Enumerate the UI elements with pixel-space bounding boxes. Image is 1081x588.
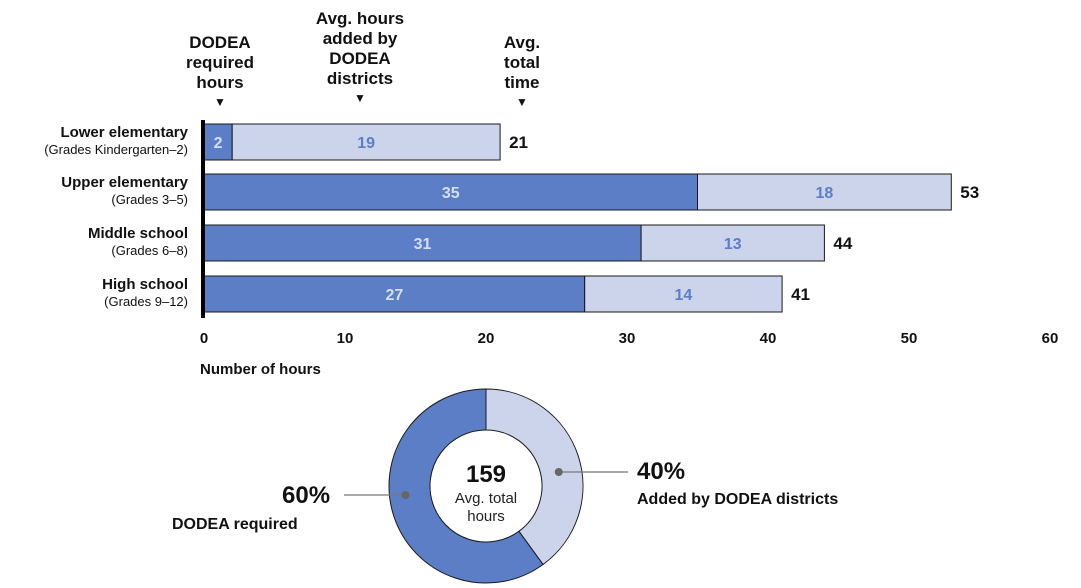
- bar-total-label: 41: [791, 285, 810, 304]
- left-slice-percent: 60%: [282, 482, 331, 509]
- category-label: High school (Grades 9–12): [102, 276, 188, 310]
- header-dodea-required-text: DODEA required hours: [185, 33, 255, 92]
- down-triangle-icon: ▼: [214, 95, 226, 109]
- header-dodea-required: DODEA required hours ▼: [170, 33, 270, 109]
- category-name: Lower elementary: [60, 124, 188, 141]
- bar-total-label: 53: [960, 183, 979, 202]
- category-label: Lower elementary (Grades Kindergarten–2): [44, 124, 188, 158]
- donut-slice: [485, 388, 584, 566]
- donut-slice: [388, 388, 544, 584]
- x-tick-label: 0: [200, 330, 208, 347]
- left-slice-label: DODEA required: [172, 516, 298, 533]
- x-tick-label: 50: [901, 330, 918, 347]
- stacked-bar-chart: 2 19 21 35 18 53 31 13 44 27 14 41 0 10 20 30 40 50 60: [200, 120, 1059, 347]
- bar-value-label: 19: [357, 135, 375, 152]
- header-avg-total-time: Avg. total time ▼: [482, 33, 562, 109]
- bar-value-label: 35: [442, 185, 460, 202]
- category-subtitle: (Grades 3–5): [111, 192, 188, 207]
- donut-center-label: hours: [467, 508, 505, 525]
- category-subtitle: (Grades 6–8): [111, 243, 188, 258]
- down-triangle-icon: ▼: [516, 95, 528, 109]
- bar-segment: [203, 173, 698, 211]
- donut-center-value: 159: [466, 461, 506, 488]
- header-avg-total-time-text: Avg. total time: [503, 33, 541, 92]
- bar-segment: [697, 173, 952, 211]
- x-tick-label: 40: [760, 330, 777, 347]
- category-name: Middle school: [87, 225, 188, 242]
- header-added-by-districts: Avg. hours added by DODEA districts ▼: [290, 9, 430, 105]
- bar-value-label: 18: [816, 185, 834, 202]
- category-name: High school: [102, 276, 188, 293]
- bar-segment: [584, 275, 783, 313]
- bar-segment: [203, 275, 586, 313]
- x-tick-label: 20: [478, 330, 495, 347]
- x-axis-label: Number of hours: [200, 361, 321, 378]
- category-label: Middle school (Grades 6–8): [88, 225, 188, 259]
- bar-value-label: 14: [675, 287, 693, 304]
- category-subtitle: (Grades Kindergarten–2): [44, 142, 188, 157]
- category-subtitle: (Grades 9–12): [104, 294, 188, 309]
- down-triangle-icon: ▼: [354, 91, 366, 105]
- bar-value-label: 31: [414, 236, 432, 253]
- bar-segment: [231, 123, 501, 161]
- x-tick-label: 30: [619, 330, 636, 347]
- leader-dot: [554, 468, 563, 476]
- leader-dot: [401, 491, 410, 499]
- header-added-by-districts-text: Avg. hours added by DODEA districts: [315, 9, 405, 88]
- category-name: Upper elementary: [61, 174, 188, 191]
- right-slice-label: Added by DODEA districts: [637, 491, 839, 508]
- bar-segment: [640, 224, 825, 262]
- x-tick-label: 60: [1042, 330, 1059, 347]
- bar-value-label: 27: [385, 287, 403, 304]
- bar-total-label: 44: [833, 234, 852, 253]
- category-label: Upper elementary (Grades 3–5): [61, 174, 188, 208]
- donut-center-label: Avg. total: [455, 490, 517, 507]
- right-slice-percent: 40%: [637, 458, 686, 485]
- bar-value-label: 13: [724, 236, 742, 253]
- bar-value-label: 2: [214, 135, 223, 152]
- bar-total-label: 21: [509, 133, 528, 152]
- bar-segment: [203, 224, 642, 262]
- x-tick-label: 10: [337, 330, 354, 347]
